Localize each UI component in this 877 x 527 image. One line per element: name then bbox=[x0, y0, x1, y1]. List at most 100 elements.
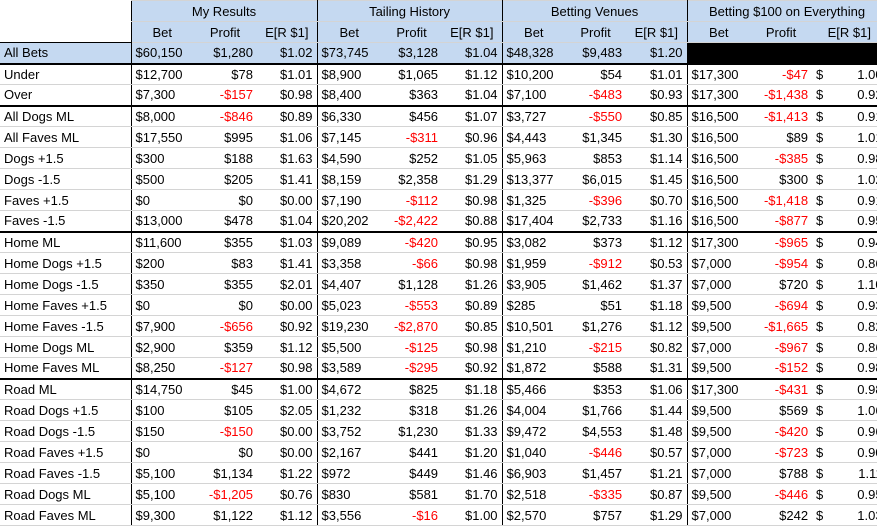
return-amount: 0.98 bbox=[857, 150, 877, 166]
return-cell: $0.86 bbox=[812, 252, 877, 274]
table-row: Road Dogs ML $5,100 -$1,205 $0.76 $830 $581 $1… bbox=[0, 483, 877, 505]
row-label: Home Dogs +1.5 bbox=[0, 252, 132, 274]
profit-cell: $4,553 bbox=[565, 420, 627, 442]
bet-cell: $0 bbox=[131, 189, 193, 211]
return-cell: $0.98 bbox=[812, 357, 877, 379]
return-value: $0.92 bbox=[816, 87, 877, 102]
row-label: Home Faves -1.5 bbox=[0, 315, 132, 337]
return-value: $0.82 bbox=[816, 319, 877, 334]
currency-symbol: $ bbox=[816, 171, 824, 187]
return-amount: 0.91 bbox=[857, 108, 877, 124]
table-row: Home Dogs -1.5 $350 $355 $2.01 $4,407 $1,128 $… bbox=[0, 273, 877, 295]
return-cell: $1.12 bbox=[257, 336, 318, 358]
profit-cell: -$152 bbox=[750, 357, 813, 379]
return-cell: $0.76 bbox=[257, 483, 318, 505]
bet-cell: $7,000 bbox=[687, 252, 751, 274]
return-value: $0.91 bbox=[816, 109, 877, 124]
profit-cell: $6,015 bbox=[565, 168, 627, 190]
table-row: Home Dogs ML $2,900 $359 $1.12 $5,500 -$125 $0… bbox=[0, 336, 877, 358]
bet-cell: $16,500 bbox=[687, 168, 751, 190]
row-label: Dogs +1.5 bbox=[0, 147, 132, 169]
return-amount: 1.01 bbox=[857, 129, 877, 145]
table-row: Home Faves +1.5 $0 $0 $0.00 $5,023 -$553 $0.89… bbox=[0, 294, 877, 316]
bet-cell: $350 bbox=[131, 273, 193, 295]
table-row: Faves +1.5 $0 $0 $0.00 $7,190 -$112 $0.98 $1,32… bbox=[0, 189, 877, 211]
return-amount: 0.82 bbox=[857, 318, 877, 334]
profit-cell: -$446 bbox=[565, 441, 627, 463]
currency-symbol: $ bbox=[816, 297, 824, 313]
profit-cell: $720 bbox=[750, 273, 813, 295]
profit-cell: $89 bbox=[750, 126, 813, 148]
row-label: Dogs -1.5 bbox=[0, 168, 132, 190]
return-cell: $0.00 bbox=[257, 441, 318, 463]
bet-cell: $1,232 bbox=[317, 399, 382, 421]
bet-cell: $9,500 bbox=[687, 483, 751, 505]
row-label: Road Dogs +1.5 bbox=[0, 399, 132, 421]
bet-cell: $2,518 bbox=[502, 483, 566, 505]
currency-symbol: $ bbox=[816, 66, 824, 82]
return-cell: $0.00 bbox=[257, 189, 318, 211]
return-amount: 0.92 bbox=[857, 87, 877, 103]
profit-cell: $995 bbox=[193, 126, 257, 148]
return-amount: 0.93 bbox=[857, 297, 877, 313]
return-cell: $0.91 bbox=[812, 189, 877, 211]
return-cell: $1.45 bbox=[626, 168, 688, 190]
profit-cell: $0 bbox=[193, 441, 257, 463]
bet-cell: $5,100 bbox=[131, 483, 193, 505]
return-cell: $1.18 bbox=[442, 377, 503, 400]
profit-cell: -$431 bbox=[750, 377, 813, 400]
return-cell: $1.21 bbox=[626, 462, 688, 484]
table-body: All Bets $60,150 $1,280 $1.02 $73,745 $3,128 $… bbox=[0, 42, 877, 526]
bet-cell: $3,905 bbox=[502, 273, 566, 295]
bet-cell: $3,727 bbox=[502, 104, 566, 127]
profit-cell: $1,345 bbox=[565, 126, 627, 148]
profit-cell: -$335 bbox=[565, 483, 627, 505]
profit-cell: $825 bbox=[381, 377, 443, 400]
bet-cell: $16,500 bbox=[687, 126, 751, 148]
return-value: $0.86 bbox=[816, 340, 877, 355]
bet-cell: $16,500 bbox=[687, 147, 751, 169]
bet-cell: $8,159 bbox=[317, 168, 382, 190]
empty-cell bbox=[687, 42, 751, 65]
table-row: All Dogs ML $8,000 -$846 $0.89 $6,330 $456 $1.… bbox=[0, 104, 877, 127]
return-amount: 1.11 bbox=[858, 465, 877, 481]
bet-cell: $4,443 bbox=[502, 126, 566, 148]
return-cell: $1.26 bbox=[442, 399, 503, 421]
currency-symbol: $ bbox=[816, 87, 824, 103]
profit-cell: $105 bbox=[193, 399, 257, 421]
row-label: Road ML bbox=[0, 377, 132, 400]
return-cell: $1.06 bbox=[626, 377, 688, 400]
currency-symbol: $ bbox=[816, 150, 824, 166]
profit-cell: -$157 bbox=[193, 84, 257, 106]
return-value: $0.93 bbox=[816, 298, 877, 313]
bet-cell: $6,903 bbox=[502, 462, 566, 484]
table-row: Road Dogs -1.5 $150 -$150 $0.00 $3,752 $1,230… bbox=[0, 420, 877, 442]
bet-cell: $8,400 bbox=[317, 84, 382, 106]
profit-cell: $1,276 bbox=[565, 315, 627, 337]
return-cell: $0.92 bbox=[442, 357, 503, 379]
profit-cell: $83 bbox=[193, 252, 257, 274]
row-label: Home ML bbox=[0, 230, 132, 253]
return-cell: $1.20 bbox=[626, 42, 688, 65]
return-cell: $0.87 bbox=[626, 483, 688, 505]
bet-cell: $9,500 bbox=[687, 294, 751, 316]
profit-cell: $252 bbox=[381, 147, 443, 169]
return-cell: $0.88 bbox=[442, 210, 503, 232]
profit-cell: -$483 bbox=[565, 84, 627, 106]
return-cell: $1.01 bbox=[812, 126, 877, 148]
row-label: Road Faves -1.5 bbox=[0, 462, 132, 484]
return-cell: $0.53 bbox=[626, 252, 688, 274]
return-cell: $1.02 bbox=[257, 42, 318, 65]
bet-cell: $200 bbox=[131, 252, 193, 274]
bet-cell: $7,000 bbox=[687, 441, 751, 463]
table-row: Under $12,700 $78 $1.01 $8,900 $1,065 $1.12 $10… bbox=[0, 63, 877, 85]
return-cell: $1.10 bbox=[812, 273, 877, 295]
return-value: $1.10 bbox=[816, 277, 877, 292]
bet-cell: $8,900 bbox=[317, 63, 382, 85]
bet-cell: $3,358 bbox=[317, 252, 382, 274]
return-cell: $1.00 bbox=[442, 504, 503, 526]
return-cell: $0.98 bbox=[442, 252, 503, 274]
profit-cell: -$656 bbox=[193, 315, 257, 337]
currency-symbol: $ bbox=[816, 486, 824, 502]
